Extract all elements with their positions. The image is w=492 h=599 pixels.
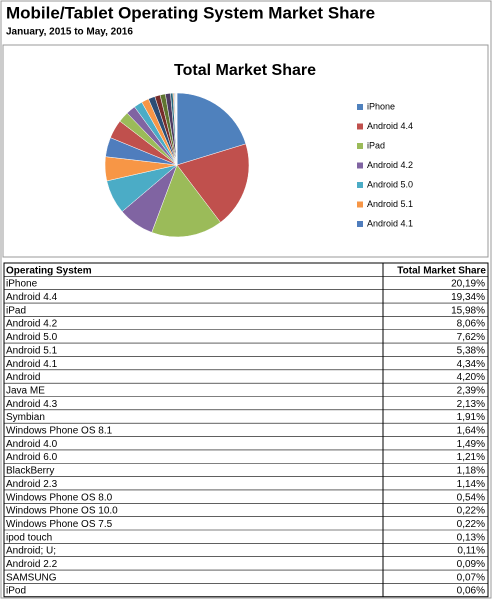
table-cell-os: Android 2.2 [6, 559, 58, 570]
table-cell-os: Java ME [6, 385, 45, 396]
table-cell-os: Windows Phone OS 7.5 [6, 519, 113, 530]
legend-label: iPhone [367, 101, 395, 111]
page-title: Mobile/Tablet Operating System Market Sh… [6, 3, 375, 22]
table-cell-share: 19,34% [451, 292, 485, 303]
pie-slice [151, 164, 221, 238]
table-cell-os: Android 4.0 [6, 439, 58, 450]
table-cell-os: Windows Phone OS 8.1 [6, 426, 113, 437]
table-cell-os: Android 4.2 [6, 319, 58, 330]
table-cell-share: 0,13% [457, 532, 485, 543]
legend-label: Android 4.2 [367, 160, 413, 170]
legend-label: Android 4.1 [367, 218, 413, 228]
table-cell-os: Android 4.4 [6, 292, 58, 303]
table-cell-os: Windows Phone OS 10.0 [6, 506, 118, 517]
table-cell-share: 1,14% [457, 479, 485, 490]
table-cell-os: Android; U; [6, 546, 56, 557]
pie-slice [176, 92, 247, 166]
legend-swatch [357, 162, 363, 169]
table-cell-os: iPad [6, 305, 26, 316]
table-cell-os: iPod [6, 586, 26, 597]
legend-swatch [357, 143, 363, 149]
table-cell-share: 0,06% [457, 586, 485, 597]
legend-swatch [357, 201, 363, 208]
table-cell-share: 5,38% [457, 345, 485, 356]
legend-swatch [357, 182, 363, 188]
table-cell-os: Android 2.3 [6, 479, 58, 490]
legend-swatch [357, 221, 363, 227]
table-cell-os: Android 4.3 [6, 399, 58, 410]
chart-title: Total Market Share [174, 62, 316, 79]
legend-label: Android 5.1 [367, 199, 413, 209]
pie-slice [176, 143, 250, 223]
legend-swatch [357, 104, 363, 110]
legend-swatch [357, 123, 363, 130]
table-cell-share: 0,07% [457, 572, 485, 583]
table-cell-os: Android 6.0 [6, 452, 58, 463]
table-cell-share: 2,39% [457, 385, 485, 396]
table-cell-share: 15,98% [451, 305, 485, 316]
table-cell-os: iPhone [6, 279, 38, 290]
table-cell-share: 0,09% [457, 559, 485, 570]
table-cell-share: 1,49% [457, 439, 485, 450]
page-subtitle: January, 2015 to May, 2016 [6, 27, 133, 38]
table-cell-share: 20,19% [451, 279, 485, 290]
table-cell-share: 7,62% [457, 332, 485, 343]
chart-frame [2, 44, 489, 258]
table-cell-share: 1,91% [457, 412, 485, 423]
table-header: Operating System [6, 265, 92, 276]
table-cell-share: 2,13% [457, 399, 485, 410]
legend-label: Android 5.0 [367, 179, 413, 189]
table-cell-os: Symbian [6, 412, 45, 423]
legend-label: iPad [367, 140, 385, 150]
table-frame [3, 262, 489, 598]
table-cell-os: Android 4.1 [6, 359, 58, 370]
table-cell-share: 8,06% [457, 319, 485, 330]
table-cell-os: Windows Phone OS 8.0 [6, 492, 113, 503]
table-cell-os: BlackBerry [6, 466, 54, 477]
legend-label: Android 4.4 [367, 121, 413, 131]
table-cell-os: Android 5.1 [6, 345, 58, 356]
table-cell-os: Android 5.0 [6, 332, 58, 343]
table-cell-share: 0,54% [457, 492, 485, 503]
table-cell-share: 1,64% [457, 426, 485, 437]
table-cell-share: 0,22% [457, 506, 485, 517]
table-cell-share: 4,34% [457, 359, 485, 370]
table-cell-share: 1,21% [457, 452, 485, 463]
table-cell-share: 0,22% [457, 519, 485, 530]
table-cell-share: 4,20% [457, 372, 485, 383]
table-cell-os: ipod touch [6, 532, 52, 543]
table-cell-os: SAMSUNG [6, 572, 57, 583]
table-cell-share: 1,18% [457, 466, 485, 477]
table-cell-share: 0,11% [457, 546, 485, 557]
table-cell-os: Android [6, 372, 40, 383]
table-header: Total Market Share [397, 265, 486, 276]
